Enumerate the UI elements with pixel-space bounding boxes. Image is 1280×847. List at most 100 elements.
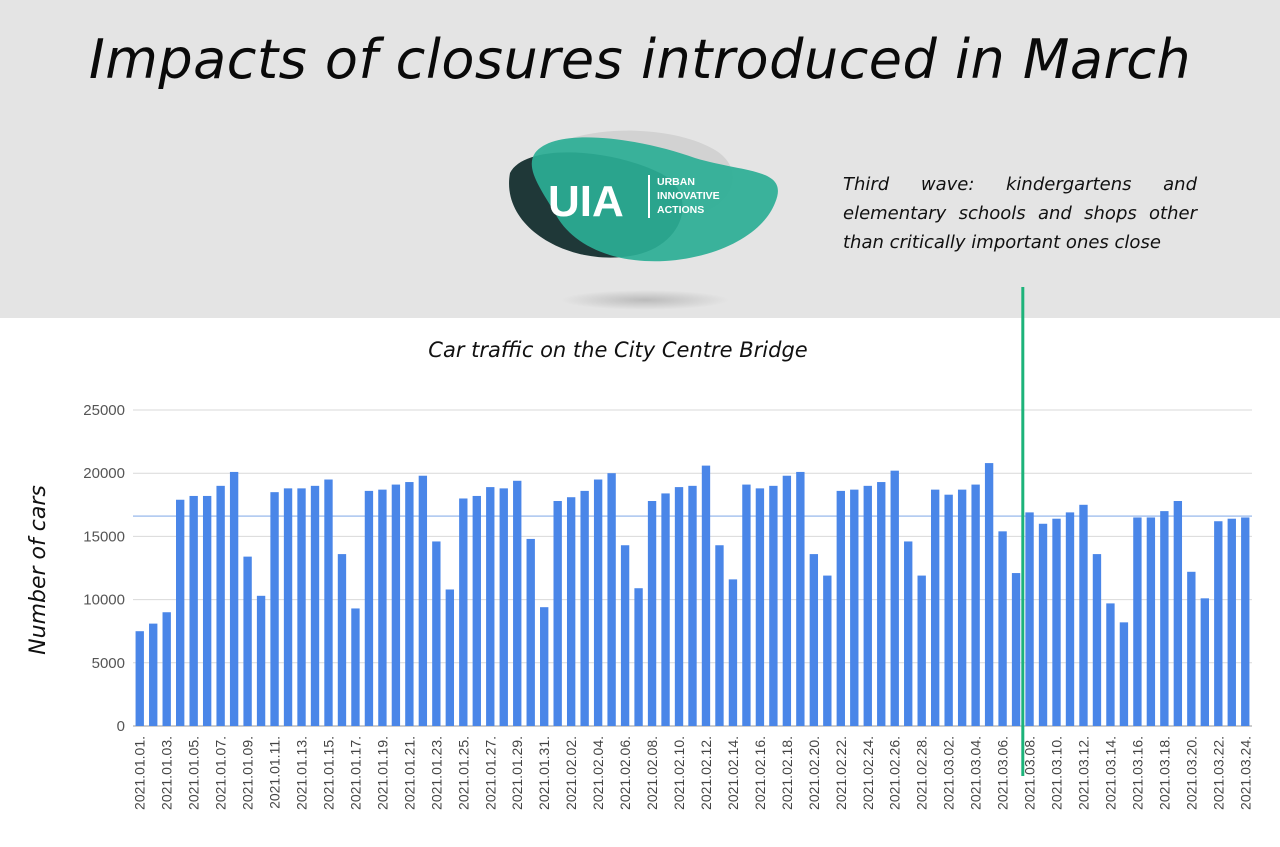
bar-2021.03.15. (1119, 622, 1129, 726)
page-title: Impacts of closures introduced in March (88, 28, 1192, 91)
x-tick-label: 2021.02.16. (752, 736, 768, 810)
bar-2021.03.10. (1052, 518, 1061, 726)
x-tick-label: 2021.03.12. (1075, 736, 1091, 810)
logo-teal-blob (531, 137, 778, 262)
bar-2021.02.07. (634, 588, 643, 726)
bar-2021.03.09. (1038, 523, 1048, 726)
bar-2021.03.08. (1025, 512, 1034, 726)
bar-2021.02.10. (674, 487, 684, 726)
x-tick-label: 2021.02.06. (617, 736, 633, 810)
bar-2021.03.13. (1092, 554, 1102, 726)
logo-line-2: INNOVATIVE (657, 190, 720, 202)
bar-2021.03.02. (944, 494, 953, 726)
bar-2021.02.01. (553, 501, 562, 726)
bar-2021.01.14. (310, 485, 320, 726)
bar-2021.02.21. (823, 575, 832, 726)
x-tick-label: 2021.02.12. (698, 736, 714, 810)
x-tick-label: 2021.02.08. (644, 736, 660, 810)
bar-2021.03.24. (1241, 517, 1250, 726)
bar-2021.01.24. (445, 589, 455, 726)
bar-2021.01.11. (270, 492, 279, 726)
bar-2021.01.09. (243, 556, 252, 726)
x-tick-label: 2021.03.18. (1156, 736, 1172, 810)
bar-2021.02.26. (890, 470, 899, 726)
bar-2021.03.04. (971, 484, 980, 726)
x-tick-label: 2021.03.10. (1049, 736, 1065, 810)
bar-2021.02.27. (904, 541, 913, 726)
bar-2021.01.03. (162, 612, 171, 726)
bar-2021.01.20. (391, 484, 401, 726)
bar-2021.02.16. (755, 488, 765, 726)
x-tick-label: 2021.01.27. (482, 736, 498, 810)
bar-2021.02.19. (796, 471, 805, 726)
x-tick-label: 2021.01.09. (240, 736, 256, 810)
bar-2021.02.18. (782, 475, 792, 726)
bar-2021.02.12. (701, 465, 711, 726)
traffic-chart: Car traffic on the City Centre Bridge Nu… (26, 338, 1253, 810)
bar-2021.01.04. (176, 499, 185, 726)
bar-2021.03.19. (1173, 501, 1183, 726)
x-tick-label: 2021.03.24. (1237, 736, 1253, 810)
bar-2021.02.17. (769, 485, 778, 726)
bar-2021.02.20. (809, 554, 819, 726)
bar-2021.03.23. (1227, 518, 1236, 726)
x-tick-label: 2021.01.25. (455, 736, 471, 810)
logo-line-3: ACTIONS (657, 204, 704, 216)
logo-shadow (560, 290, 730, 310)
bar-2021.02.24. (863, 485, 872, 726)
x-tick-label: 2021.02.04. (590, 736, 606, 810)
bar-2021.02.03. (580, 490, 589, 726)
bar-2021.02.09. (661, 493, 670, 726)
x-tick-label: 2021.01.29. (509, 736, 525, 810)
x-tick-label: 2021.03.16. (1129, 736, 1145, 810)
bar-2021.03.20. (1187, 571, 1196, 726)
bar-2021.03.05. (984, 463, 994, 726)
bar-2021.01.28. (499, 488, 508, 726)
bar-2021.01.08. (229, 471, 239, 726)
bar-2021.03.14. (1106, 603, 1115, 726)
x-tick-label: 2021.03.14. (1102, 736, 1118, 810)
x-tick-label: 2021.01.11. (267, 736, 283, 809)
bar-2021.02.22. (836, 490, 845, 726)
x-tick-label: 2021.02.24. (860, 736, 876, 810)
bar-2021.03.22. (1214, 521, 1223, 726)
bar-2021.01.19. (378, 489, 387, 726)
logo-mark: UIA (548, 177, 624, 226)
bar-2021.03.12. (1079, 504, 1088, 726)
x-tick-label: 2021.01.23. (428, 736, 444, 810)
bar-2021.01.23. (432, 541, 441, 726)
x-tick-label: 2021.03.06. (995, 736, 1011, 810)
bar-2021.02.06. (620, 545, 630, 726)
uia-logo: UIA URBAN INNOVATIVE ACTIONS (509, 130, 778, 262)
bar-2021.01.10. (256, 595, 266, 726)
x-tick-label: 2021.02.10. (671, 736, 687, 810)
bar-2021.02.05. (607, 473, 616, 726)
x-tick-label: 2021.01.07. (213, 736, 229, 810)
bar-2021.01.25. (459, 498, 468, 726)
bar-2021.02.14. (728, 579, 738, 726)
bar-2021.01.02. (149, 623, 158, 726)
x-tick-label: 2021.01.17. (347, 736, 363, 810)
bar-2021.01.12. (283, 488, 293, 726)
x-tick-label: 2021.01.01. (132, 736, 148, 810)
bar-2021.01.27. (486, 487, 495, 726)
bar-2021.03.11. (1065, 512, 1075, 726)
x-tick-label: 2021.03.04. (968, 736, 984, 810)
bar-2021.02.23. (850, 489, 859, 726)
x-tick-label: 2021.02.22. (833, 736, 849, 810)
x-tick-label: 2021.02.28. (914, 736, 930, 810)
x-tick-label: 2021.02.02. (563, 736, 579, 810)
x-tick-label: 2021.02.20. (806, 736, 822, 810)
bar-2021.03.16. (1133, 517, 1142, 726)
bar-2021.01.22. (418, 475, 428, 726)
bar-2021.02.08. (647, 501, 657, 726)
bar-2021.02.15. (742, 484, 751, 726)
x-tick-label: 2021.02.14. (725, 736, 741, 810)
y-axis-label: Number of cars (26, 485, 51, 655)
x-tick-label: 2021.01.21. (401, 736, 417, 810)
bar-2021.03.21. (1200, 598, 1209, 726)
y-tick-label: 25000 (83, 402, 125, 419)
x-tick-label: 2021.03.08. (1022, 736, 1038, 810)
x-tick-label: 2021.03.02. (941, 736, 957, 810)
bar-2021.02.04. (593, 479, 603, 726)
